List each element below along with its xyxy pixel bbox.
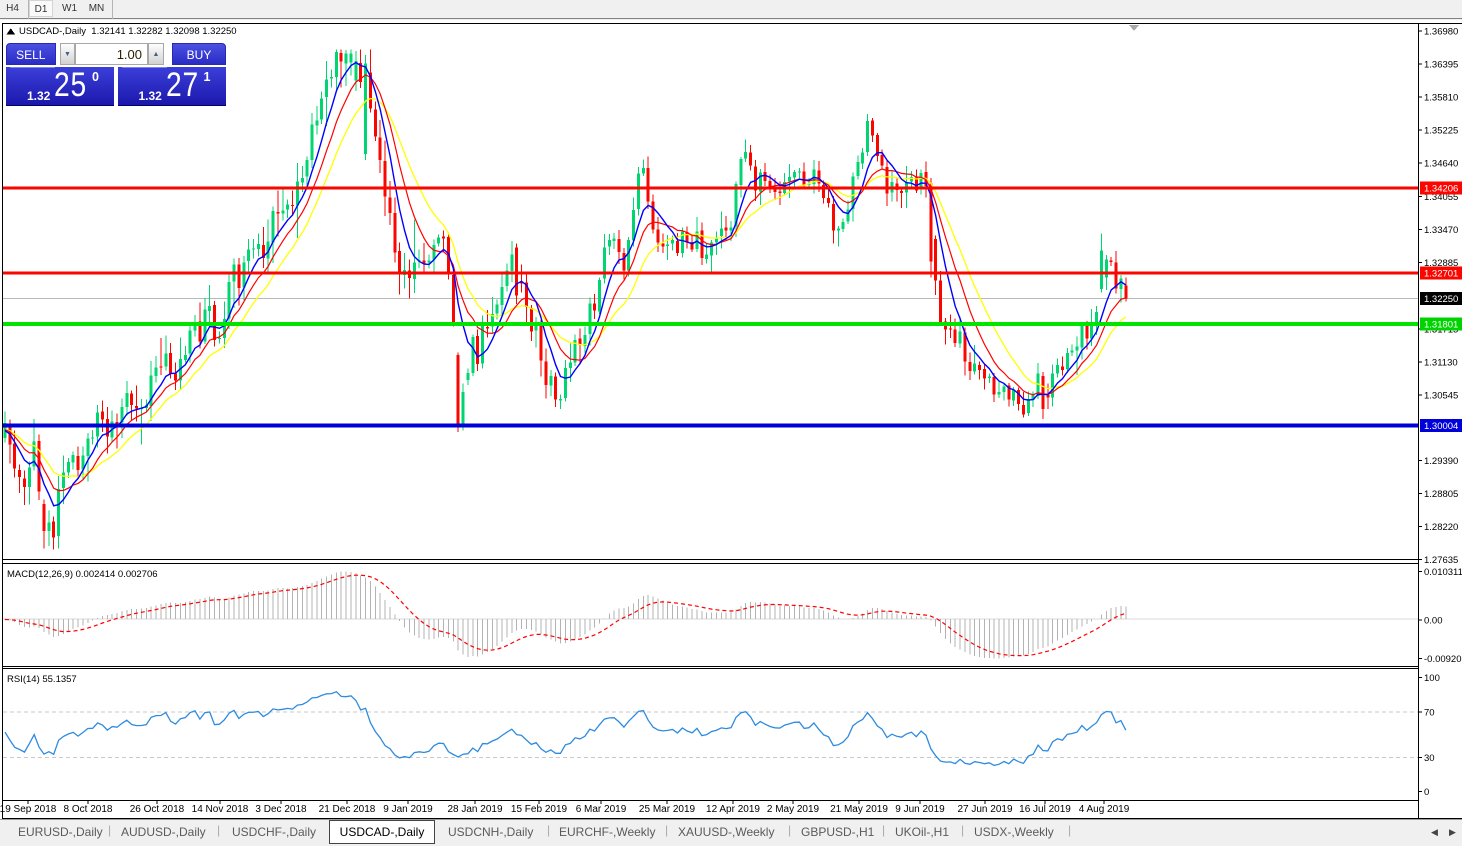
svg-text:1.36395: 1.36395 — [1424, 59, 1458, 70]
svg-text:15 Feb 2019: 15 Feb 2019 — [511, 804, 568, 815]
svg-text:1.32701: 1.32701 — [1424, 269, 1458, 280]
svg-text:1.31130: 1.31130 — [1424, 357, 1458, 368]
svg-text:1.29390: 1.29390 — [1424, 456, 1458, 467]
svg-text:1.34055: 1.34055 — [1424, 192, 1458, 203]
svg-text:2 May 2019: 2 May 2019 — [767, 804, 820, 815]
svg-text:USDCAD-,Daily 1.32141 1.32282: USDCAD-,Daily 1.32141 1.32282 1.32098 1.… — [19, 26, 237, 37]
svg-text:70: 70 — [1424, 707, 1435, 718]
svg-text:12 Apr 2019: 12 Apr 2019 — [706, 804, 760, 815]
svg-text:27 Jun 2019: 27 Jun 2019 — [957, 804, 1012, 815]
svg-text:1.31801: 1.31801 — [1424, 319, 1458, 330]
svg-text:25 Mar 2019: 25 Mar 2019 — [639, 804, 696, 815]
svg-text:1.30545: 1.30545 — [1424, 391, 1458, 402]
svg-text:9 Jan 2019: 9 Jan 2019 — [383, 804, 433, 815]
svg-text:1.33470: 1.33470 — [1424, 225, 1458, 236]
svg-text:1.32885: 1.32885 — [1424, 258, 1458, 269]
svg-text:9 Jun 2019: 9 Jun 2019 — [895, 804, 945, 815]
svg-text:MACD(12,26,9) 0.002414 0.00270: MACD(12,26,9) 0.002414 0.002706 — [7, 569, 158, 580]
svg-text:1.27635: 1.27635 — [1424, 555, 1458, 566]
svg-text:8 Oct 2018: 8 Oct 2018 — [64, 804, 113, 815]
svg-text:0.010311: 0.010311 — [1424, 567, 1462, 578]
svg-text:1.34206: 1.34206 — [1424, 183, 1458, 194]
svg-text:16 Jul 2019: 16 Jul 2019 — [1019, 804, 1071, 815]
svg-text:1.28220: 1.28220 — [1424, 522, 1458, 533]
svg-text:0: 0 — [1424, 787, 1429, 798]
svg-text:21 May 2019: 21 May 2019 — [830, 804, 888, 815]
svg-text:-0.009203: -0.009203 — [1424, 654, 1462, 665]
svg-text:21 Dec 2018: 21 Dec 2018 — [319, 804, 376, 815]
svg-text:3 Dec 2018: 3 Dec 2018 — [255, 804, 307, 815]
svg-text:1.32250: 1.32250 — [1424, 294, 1458, 305]
svg-text:1.36980: 1.36980 — [1424, 26, 1458, 37]
svg-text:100: 100 — [1424, 673, 1440, 684]
svg-text:0.00: 0.00 — [1424, 616, 1443, 627]
svg-text:RSI(14) 55.1357: RSI(14) 55.1357 — [7, 674, 77, 685]
svg-text:28 Jan 2019: 28 Jan 2019 — [447, 804, 502, 815]
svg-text:1.35810: 1.35810 — [1424, 93, 1458, 104]
svg-text:19 Sep 2018: 19 Sep 2018 — [0, 804, 57, 815]
svg-text:26 Oct 2018: 26 Oct 2018 — [130, 804, 185, 815]
svg-text:30: 30 — [1424, 753, 1435, 764]
svg-text:14 Nov 2018: 14 Nov 2018 — [192, 804, 249, 815]
svg-text:6 Mar 2019: 6 Mar 2019 — [576, 804, 627, 815]
svg-text:4 Aug 2019: 4 Aug 2019 — [1079, 804, 1130, 815]
svg-text:1.30004: 1.30004 — [1424, 421, 1458, 432]
svg-text:1.34640: 1.34640 — [1424, 159, 1458, 170]
svg-text:1.28805: 1.28805 — [1424, 489, 1458, 500]
svg-text:1.35225: 1.35225 — [1424, 126, 1458, 137]
